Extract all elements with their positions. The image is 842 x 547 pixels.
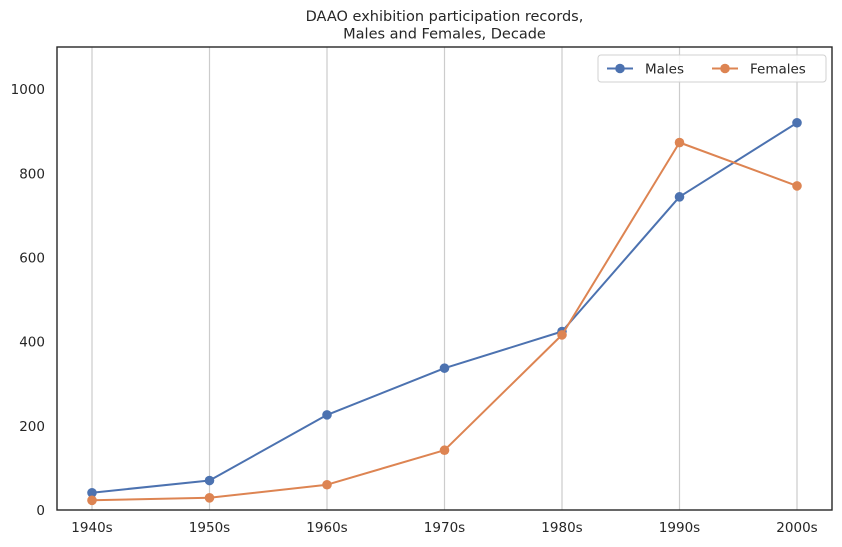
legend: Males Females: [597, 54, 827, 83]
plot-frame: [56, 46, 833, 511]
y-tick-label: 800: [19, 166, 45, 182]
x-tick-label: 1940s: [71, 520, 112, 536]
series-females: [87, 137, 802, 506]
x-axis-ticks: 1940s 1950s 1960s 1970s 1980s 1990s 2000s: [71, 520, 817, 536]
data-point: [674, 192, 685, 202]
data-point: [439, 363, 450, 373]
y-tick-label: 1000: [11, 82, 45, 98]
data-point: [87, 495, 97, 506]
legend-entry-females: Females: [712, 62, 806, 78]
chart-title-line: DAAO exhibition participation records,: [306, 9, 584, 25]
legend-label: Females: [750, 62, 806, 78]
data-point: [322, 479, 332, 490]
data-point: [674, 137, 685, 148]
y-tick-label: 400: [19, 335, 45, 351]
data-point: [322, 410, 332, 420]
legend-marker: [720, 63, 730, 74]
x-tick-label: 1970s: [424, 520, 465, 536]
chart-title: DAAO exhibition participation records, Ma…: [306, 9, 584, 43]
data-point: [204, 492, 215, 503]
x-tick-label: 1950s: [189, 520, 230, 536]
x-tick-label: 1990s: [659, 520, 700, 536]
y-axis-ticks: 0 200 400 600 800 1000: [11, 82, 45, 519]
y-tick-label: 0: [36, 503, 45, 519]
chart-title-line: Males and Females, Decade: [343, 27, 546, 43]
data-point: [792, 117, 802, 128]
data-point: [792, 181, 802, 191]
data-point: [557, 330, 567, 340]
x-tick-label: 1980s: [541, 520, 582, 536]
data-point: [87, 487, 97, 498]
y-tick-label: 600: [19, 250, 45, 266]
legend-entry-males: Males: [607, 62, 684, 78]
legend-marker: [615, 63, 625, 74]
data-point: [204, 475, 215, 486]
y-tick-label: 200: [19, 419, 45, 435]
vertical-gridlines: [91, 47, 798, 510]
x-tick-label: 2000s: [776, 520, 817, 536]
data-point: [439, 445, 450, 456]
legend-label: Males: [645, 62, 684, 78]
x-tick-label: 1960s: [306, 520, 347, 536]
data-series: [87, 117, 802, 506]
